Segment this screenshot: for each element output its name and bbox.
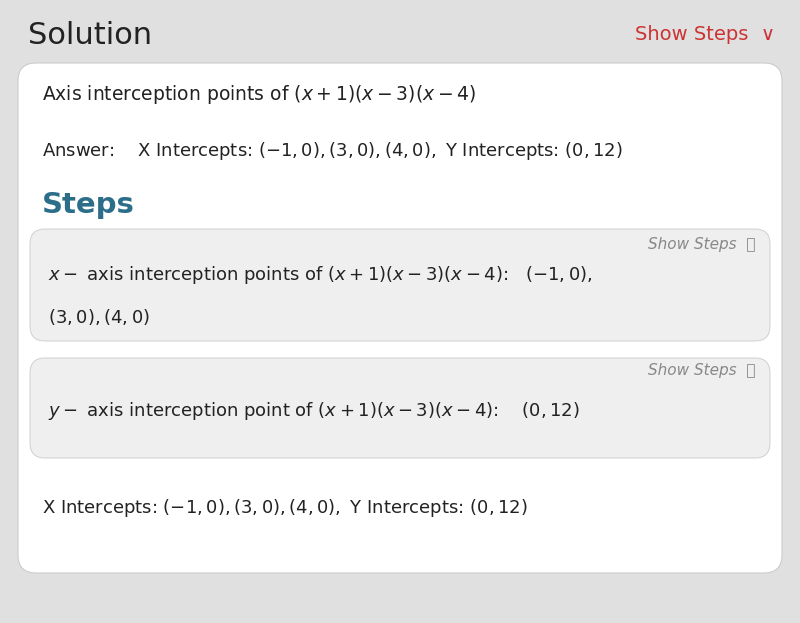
Text: $(3,0),(4,0)$: $(3,0),(4,0)$: [48, 307, 150, 327]
Text: Show Steps  🔒: Show Steps 🔒: [647, 237, 755, 252]
FancyBboxPatch shape: [30, 358, 770, 458]
Text: X Intercepts: $(-1,0),(3,0),(4,0),$ Y Intercepts: $(0,12)$: X Intercepts: $(-1,0),(3,0),(4,0),$ Y In…: [42, 497, 527, 519]
Text: $x-$ axis interception points of $(x+1)(x-3)(x-4)$:   $(-1,0),$: $x-$ axis interception points of $(x+1)(…: [48, 264, 593, 286]
Text: Axis interception points of $(x+1)(x-3)(x-4)$: Axis interception points of $(x+1)(x-3)(…: [42, 83, 476, 107]
Text: Show Steps  ∨: Show Steps ∨: [635, 26, 775, 44]
FancyBboxPatch shape: [30, 229, 770, 341]
Text: $y-$ axis interception point of $(x+1)(x-3)(x-4)$:    $(0,12)$: $y-$ axis interception point of $(x+1)(x…: [48, 400, 580, 422]
Text: Show Steps  🔒: Show Steps 🔒: [647, 363, 755, 379]
Text: Solution: Solution: [28, 21, 152, 49]
FancyBboxPatch shape: [18, 63, 782, 573]
Text: Steps: Steps: [42, 191, 135, 219]
Text: Answer:    X Intercepts: $(-1,0),(3,0),(4,0),$ Y Intercepts: $(0,12)$: Answer: X Intercepts: $(-1,0),(3,0),(4,0…: [42, 140, 623, 162]
